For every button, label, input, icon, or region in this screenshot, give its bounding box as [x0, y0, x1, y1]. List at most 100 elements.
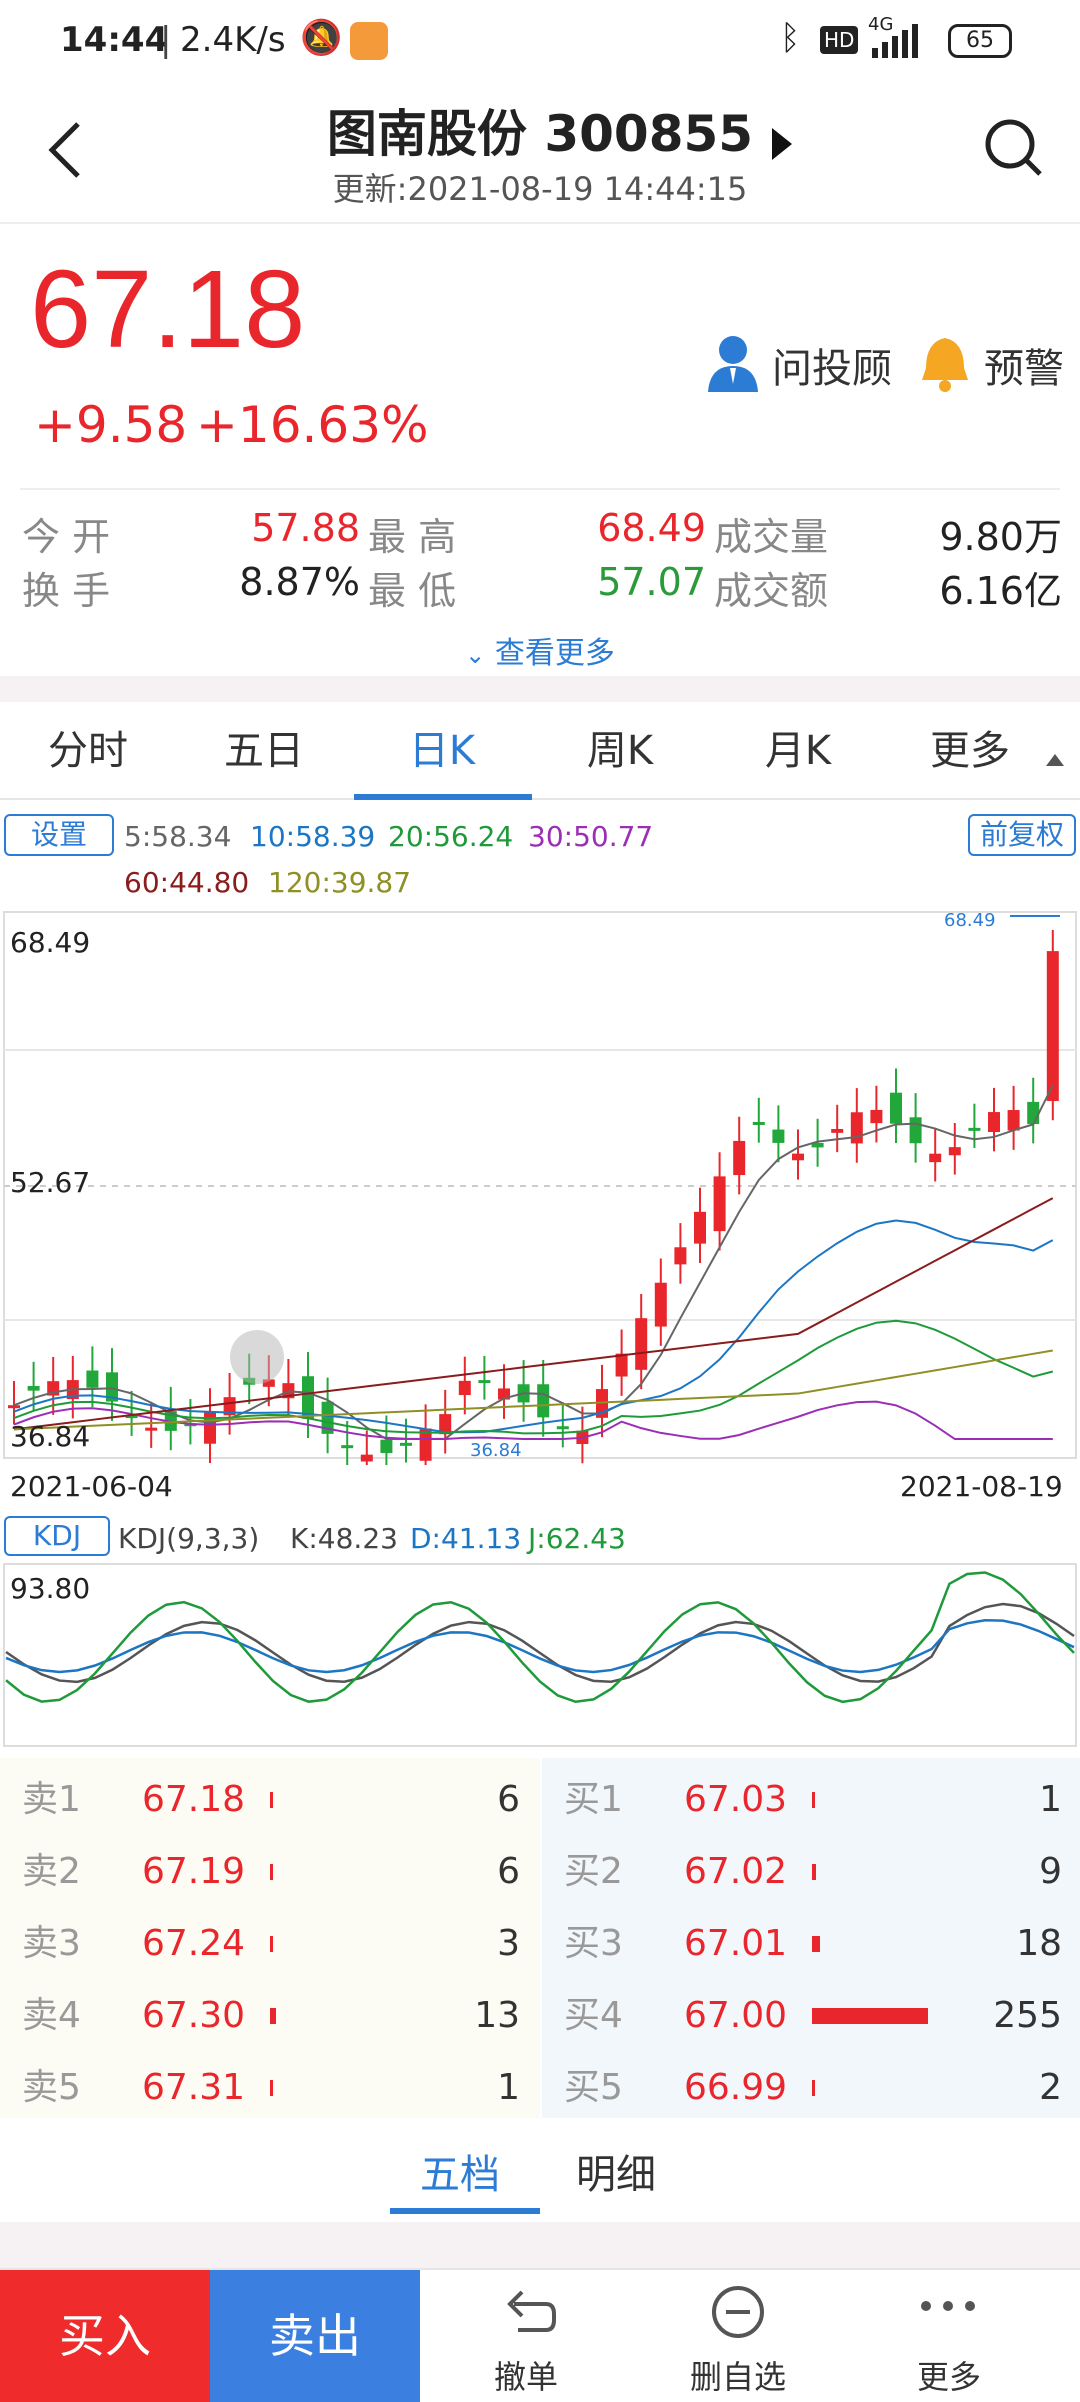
buy-level-price: 66.99: [684, 2067, 788, 2108]
candle: [439, 1414, 452, 1435]
see-more-button[interactable]: ⌄ 查看更多: [0, 628, 1080, 672]
candle: [204, 1412, 216, 1444]
stock-title: 图南股份 300855: [326, 105, 754, 163]
sell-level-volume: 1: [497, 2067, 520, 2108]
kdj-j: J:62.43: [528, 1522, 626, 1555]
stat-label: 最 高: [368, 515, 457, 559]
candle: [125, 1415, 138, 1419]
sell-level-volume: 6: [497, 1851, 520, 1892]
ma30-value: 30:50.77: [528, 820, 654, 853]
status-time: 14:44: [60, 20, 169, 60]
candle: [458, 1380, 471, 1396]
next-stock-icon[interactable]: [770, 124, 794, 164]
candle: [360, 1454, 373, 1462]
active-tab-indicator: [354, 794, 532, 800]
candle: [713, 1176, 726, 1232]
y-axis-mid: 52.67: [10, 1166, 91, 1199]
candlestick-chart[interactable]: 68.49 52.67 36.84 68.49 36.84 2021-06-04…: [0, 910, 1080, 1503]
candle: [419, 1428, 432, 1461]
candle: [380, 1439, 393, 1454]
max-price-label: 68.49: [944, 910, 996, 931]
candle: [929, 1153, 942, 1163]
search-icon[interactable]: [982, 116, 1046, 180]
buy-level-label: 买3: [564, 1923, 623, 1964]
back-icon[interactable]: [46, 120, 86, 180]
candle: [811, 1142, 824, 1148]
ma5-value: 5:58.34: [124, 820, 232, 853]
bottom-action-bar: 买入 卖出 撤单 删自选 更多: [0, 2268, 1080, 2402]
tab-daily-k[interactable]: 日K: [408, 728, 476, 774]
candle: [615, 1353, 628, 1377]
stat-value: 8.87%: [239, 560, 360, 604]
tab-intraday[interactable]: 分时: [48, 728, 128, 774]
ma20-value: 20:56.24: [388, 820, 514, 853]
advisor-label: 问投顾: [772, 346, 892, 392]
price-change-pct: +16.63%: [196, 396, 429, 454]
settings-button[interactable]: 设置: [4, 814, 114, 856]
candle: [948, 1147, 961, 1156]
buy-level-volume: 18: [1016, 1923, 1062, 1964]
status-bar: 14:44 | 2.4K/s 🔕 ᛒ HD 4G 65: [0, 0, 1080, 84]
buy-level-volume: 9: [1039, 1851, 1062, 1892]
kdj-indicator[interactable]: KDJ KDJ(9,3,3) K:48.23 D:41.13 J:62.43 9…: [0, 1510, 1080, 1750]
volume-bar: [812, 1864, 816, 1880]
buy-level-price: 67.01: [684, 1923, 788, 1964]
candle: [86, 1370, 99, 1388]
price-change: +9.58: [34, 396, 188, 454]
kdj-line: [5, 1571, 1075, 1704]
candle: [223, 1397, 236, 1416]
bell-icon: [922, 338, 968, 392]
stat-label: 换 手: [22, 569, 111, 613]
candle: [478, 1380, 491, 1384]
y-axis-high: 68.49: [10, 926, 91, 959]
buy-level-price: 67.00: [684, 1995, 788, 2036]
sell-level-label: 卖5: [22, 2067, 81, 2108]
sell-level-label: 卖1: [22, 1779, 81, 1820]
candle: [988, 1112, 1000, 1133]
candle: [341, 1445, 354, 1449]
remove-icon: [712, 2286, 764, 2338]
stat-label: 最 低: [368, 569, 457, 613]
tab-more[interactable]: 更多: [930, 728, 1010, 774]
tab-monthly-k[interactable]: 月K: [764, 728, 832, 774]
tab-details[interactable]: 明细: [576, 2152, 656, 2198]
section-divider: [0, 676, 1080, 702]
buy-button[interactable]: 买入: [0, 2270, 210, 2402]
candle: [850, 1112, 863, 1144]
more-label: 更多: [916, 2358, 981, 2396]
ma-line: [13, 1197, 1054, 1431]
current-price: 67.18: [30, 248, 306, 371]
chart-tool-icon[interactable]: [230, 1330, 284, 1384]
candle: [106, 1372, 118, 1402]
kdj-k: K:48.23: [290, 1522, 398, 1555]
tab-five-day[interactable]: 五日: [224, 728, 304, 774]
ma-line: [13, 1319, 1054, 1435]
sell-level-label: 卖3: [22, 1923, 81, 1964]
candle: [1046, 951, 1059, 1101]
tab-more-caret-icon: [1046, 754, 1064, 766]
advisor-icon: [708, 336, 758, 392]
candle: [831, 1128, 844, 1133]
cancel-order-button[interactable]: 撤单: [420, 2270, 632, 2402]
kdj-button[interactable]: KDJ: [4, 1516, 110, 1556]
candle: [400, 1442, 412, 1446]
y-axis-low: 36.84: [10, 1420, 91, 1453]
tab-weekly-k[interactable]: 周K: [586, 728, 654, 774]
more-button[interactable]: 更多: [844, 2270, 1054, 2402]
restore-rights-button[interactable]: 前复权: [968, 814, 1076, 856]
candle: [968, 1127, 981, 1131]
battery-level: 65: [966, 28, 994, 53]
section-divider-2: [0, 2222, 1080, 2268]
remove-watchlist-button[interactable]: 删自选: [632, 2270, 844, 2402]
candle: [909, 1117, 922, 1144]
sell-level-volume: 3: [497, 1923, 520, 1964]
volume-bar: [812, 2080, 815, 2096]
sell-button[interactable]: 卖出: [210, 2270, 420, 2402]
candle: [1007, 1110, 1020, 1131]
candle: [772, 1129, 785, 1143]
volume-bar: [270, 2080, 273, 2096]
order-book: 卖1 67.18 6 卖2 67.19 6 卖3 67.24 3 卖4 67.30 13 卖5 67.31…: [0, 1758, 1080, 2118]
tab-five-levels[interactable]: 五档: [420, 2152, 500, 2198]
volume-bar: [812, 1936, 820, 1952]
ma-line: [13, 1219, 1054, 1434]
